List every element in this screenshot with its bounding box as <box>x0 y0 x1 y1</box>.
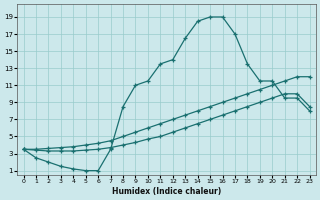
X-axis label: Humidex (Indice chaleur): Humidex (Indice chaleur) <box>112 187 221 196</box>
